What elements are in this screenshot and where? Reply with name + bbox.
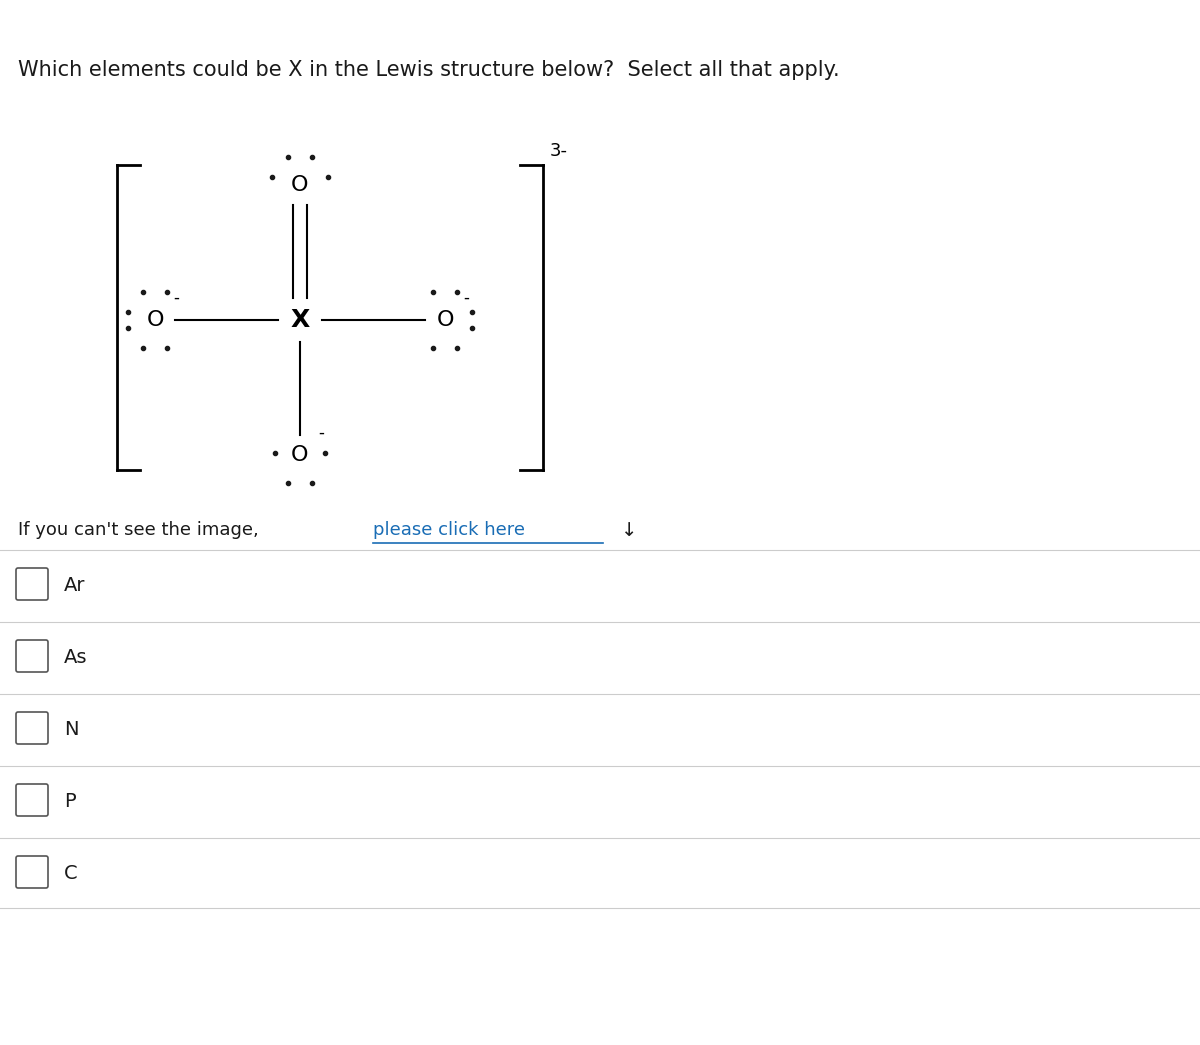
FancyBboxPatch shape	[16, 856, 48, 888]
Text: If you can't see the image,: If you can't see the image,	[18, 521, 264, 539]
Text: O: O	[292, 445, 308, 465]
Text: Ar: Ar	[64, 576, 85, 595]
Text: X: X	[290, 308, 310, 332]
FancyBboxPatch shape	[16, 568, 48, 600]
FancyBboxPatch shape	[16, 784, 48, 816]
Text: Which elements could be X in the Lewis structure below?  Select all that apply.: Which elements could be X in the Lewis s…	[18, 60, 840, 80]
Text: P: P	[64, 791, 76, 811]
Text: O: O	[146, 310, 163, 330]
Text: ↓: ↓	[622, 520, 637, 539]
Text: please click here: please click here	[373, 521, 526, 539]
Text: O: O	[292, 175, 308, 195]
Text: O: O	[437, 310, 454, 330]
Text: 3-: 3-	[550, 142, 568, 160]
FancyBboxPatch shape	[16, 640, 48, 672]
Text: C: C	[64, 863, 78, 882]
Text: N: N	[64, 720, 78, 739]
Text: -: -	[318, 424, 324, 442]
Text: -: -	[173, 289, 179, 307]
Text: -: -	[463, 289, 469, 307]
FancyBboxPatch shape	[16, 712, 48, 744]
Text: As: As	[64, 648, 88, 667]
